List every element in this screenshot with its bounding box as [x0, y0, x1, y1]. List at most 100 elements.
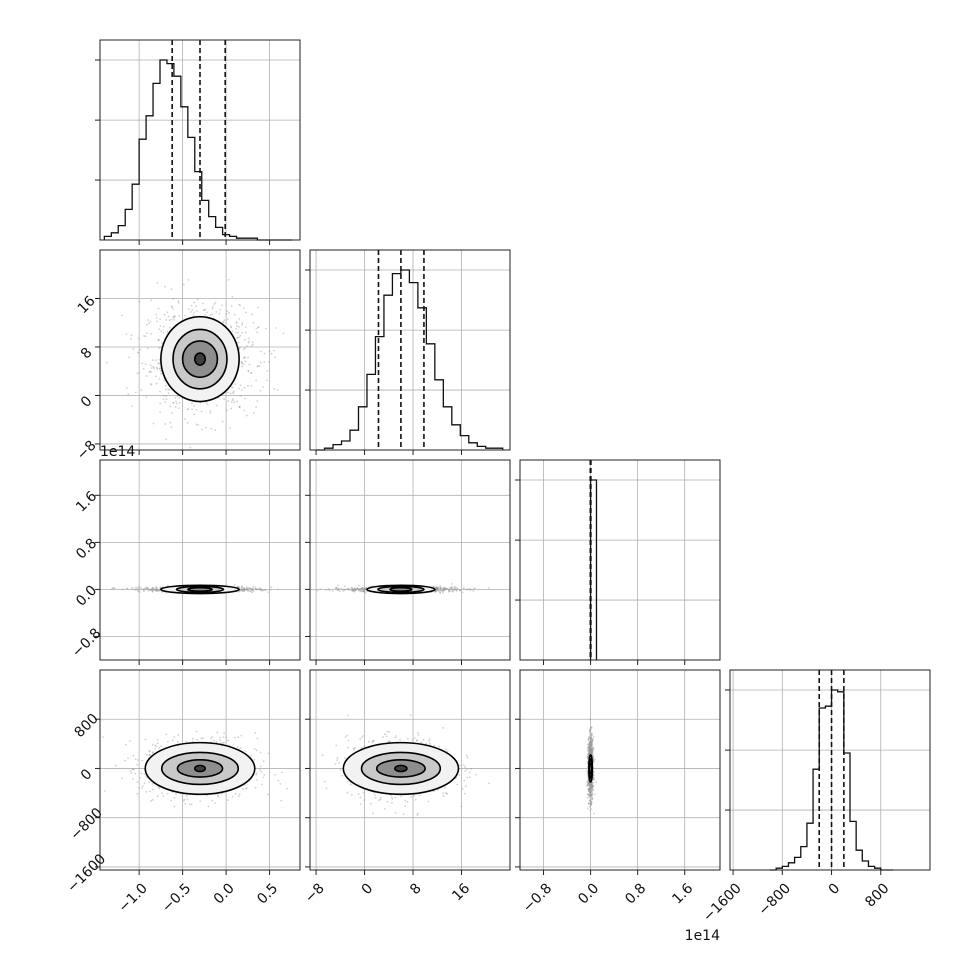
panel-0-3-point	[134, 772, 137, 775]
panel-2-3-point	[591, 797, 594, 800]
panel-1-2-point	[353, 587, 356, 590]
panel-0-2-point	[252, 588, 254, 591]
panel-0-1-point	[241, 362, 243, 365]
panel-2-3-point	[590, 794, 593, 797]
panel-0-1-point	[247, 384, 249, 387]
panel-1-3-contour-1	[375, 759, 426, 778]
panel-2-3-point	[590, 784, 592, 786]
panel-0-2-point	[150, 589, 153, 592]
panel-0-1-point	[234, 383, 237, 386]
panel-0-1-point	[170, 305, 173, 308]
panel-0-1-point	[172, 297, 175, 300]
panel-1-2-point	[433, 585, 435, 588]
panel-0-3-point	[263, 773, 266, 776]
panel-0-1-point	[257, 306, 260, 309]
panel-1-3-point	[346, 734, 349, 737]
panel-0-1-point	[195, 423, 198, 426]
panel-0-1-point	[256, 400, 259, 402]
panel-1-2-point	[448, 590, 451, 593]
panel-2-3-point	[588, 735, 591, 738]
panel-0-1-point	[159, 325, 162, 327]
panel-1-2-point	[443, 586, 446, 589]
panel-0-1-point	[162, 394, 165, 397]
panel-2-3-point	[589, 747, 592, 750]
panel-0-1-point	[155, 359, 158, 362]
panel-0-1-point	[149, 382, 152, 385]
panel-1-3-point	[444, 792, 447, 794]
panel-0-3-point	[262, 776, 265, 779]
panel-2-3-point	[590, 748, 593, 751]
panel-1-2-point	[443, 589, 446, 591]
panel-0-3-point	[131, 777, 134, 780]
panel-0-3-point	[173, 736, 176, 738]
panel-1-2-contour-1	[377, 585, 425, 594]
panel-0-2-point	[245, 586, 248, 589]
panel-0-1-point	[156, 281, 159, 284]
panel-1-2-point	[466, 588, 468, 591]
panel-0-3-point	[146, 753, 148, 756]
panel-1-2-point	[363, 589, 365, 592]
panel-1-2-point	[354, 589, 357, 592]
panel-0-3-point	[259, 765, 262, 768]
panel-0-2-point	[148, 588, 150, 591]
panel-0-3-point	[124, 743, 127, 746]
panel-1-2-point	[442, 588, 445, 590]
panel-1-3-point	[446, 750, 449, 753]
panel-0-2-point	[151, 587, 154, 590]
panel-2-3-point	[588, 784, 591, 787]
panel-0-1-point	[189, 446, 192, 449]
panel-1-3-point	[346, 792, 349, 794]
panel-1-2-point	[450, 587, 453, 590]
panel-2-3-point	[589, 742, 591, 744]
panel-1-3-point	[474, 773, 477, 776]
panel-2-3-point	[591, 750, 594, 753]
panel-0-1-point	[165, 438, 168, 441]
panel-0-1-point	[239, 405, 241, 408]
panel-0-2-point	[264, 589, 267, 592]
panel-1-2-point	[363, 588, 366, 590]
panel-2-3-point	[591, 785, 593, 788]
panel-0-1-point	[239, 334, 242, 337]
panel-0-1-point	[225, 409, 228, 412]
panel-1-3-point	[363, 799, 366, 801]
panel-0-3-point	[262, 760, 265, 763]
panel-1-3-point	[463, 792, 466, 795]
panel-0-2-point	[242, 588, 245, 591]
panel-0-1-point	[200, 410, 203, 413]
panel-0-1-point	[211, 313, 214, 315]
panel-0-2-point	[240, 588, 243, 591]
panel-1-2-point	[439, 587, 442, 589]
panel-2-3-point	[589, 799, 591, 802]
panel-1-3-density-0	[394, 765, 407, 772]
panel-0-3-point	[206, 794, 208, 797]
panel-1-3-point	[404, 805, 407, 807]
panel-0-3-point	[141, 787, 143, 790]
panel-0-3-point	[162, 795, 165, 797]
panel-1-3-point	[349, 783, 352, 786]
panel-0-3-point	[236, 745, 239, 748]
panel-0-2-point	[155, 590, 158, 592]
panel-0-1-point	[132, 347, 135, 350]
panel-0-1-point	[256, 331, 259, 334]
panel-0-1-point	[138, 301, 141, 303]
panel-0-3-point	[130, 771, 133, 774]
panel-0-1-point	[227, 391, 229, 394]
panel-1-3-point	[369, 802, 372, 805]
panel-0-1-point	[233, 313, 236, 316]
panel-0-3-point	[243, 784, 246, 787]
panel-0-2-point	[144, 588, 147, 590]
panel-0-1-point	[150, 383, 153, 386]
panel-0-2-point	[150, 588, 152, 591]
panel-1-2-point	[488, 586, 490, 589]
panel-1-3-point	[321, 754, 324, 757]
panel-2-3-point	[589, 784, 592, 787]
panel-1-2-point	[435, 586, 438, 589]
panel-0-1-point	[257, 326, 260, 329]
panel-0-2-point	[255, 588, 258, 591]
panel-1-3-point	[466, 776, 469, 779]
panel-1-3-point	[444, 748, 447, 751]
panel-2-3-point	[590, 783, 593, 786]
panel-1-2-point	[352, 589, 355, 592]
panel-2-3-point	[589, 798, 592, 801]
panel-1-2-point	[451, 582, 453, 585]
